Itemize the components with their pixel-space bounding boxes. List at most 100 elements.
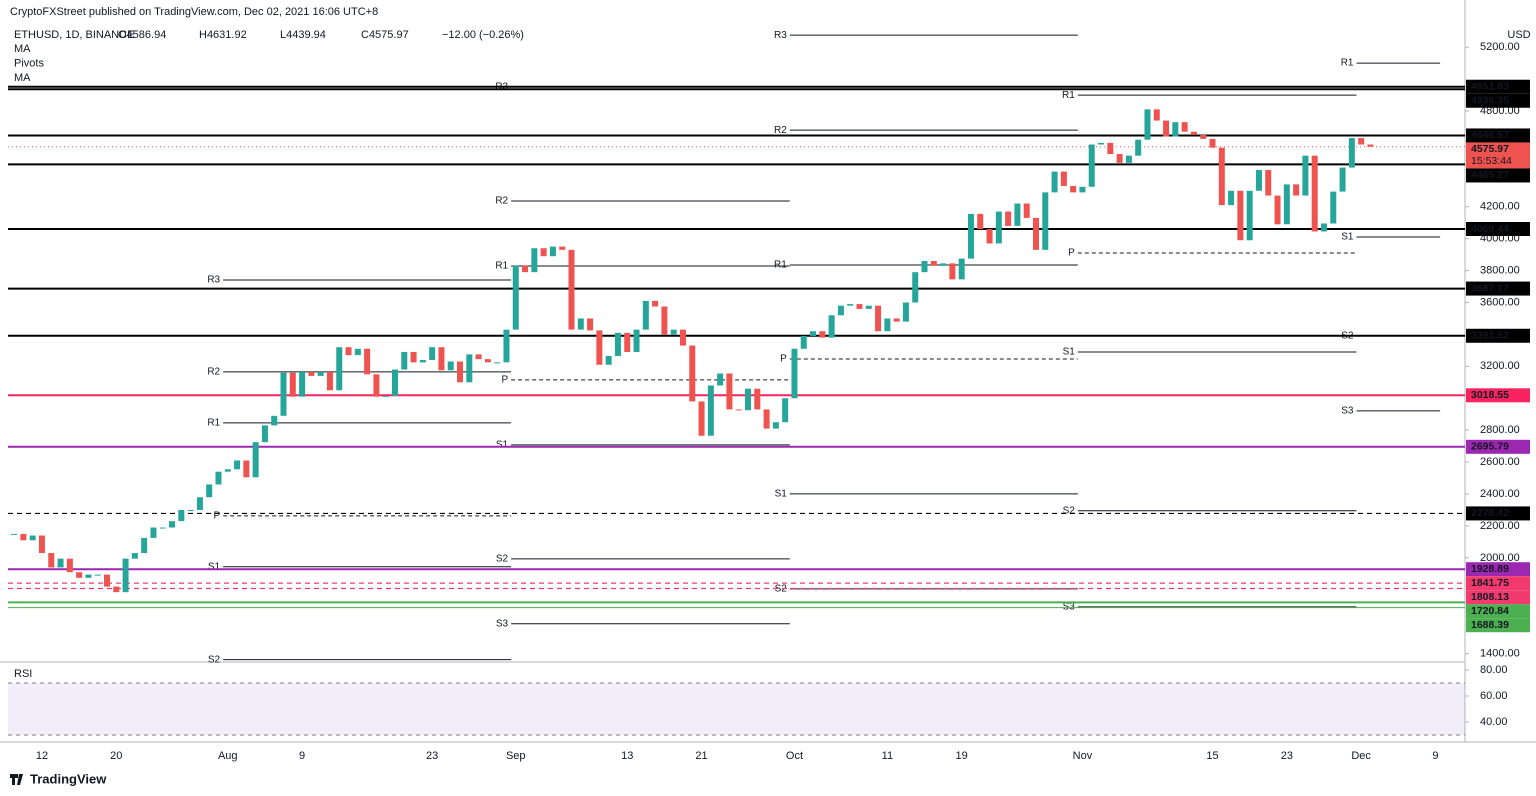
candle bbox=[884, 318, 891, 332]
x-tick-label: 9 bbox=[299, 750, 305, 762]
candle bbox=[131, 553, 138, 559]
x-tick-label: 23 bbox=[426, 750, 438, 762]
candle bbox=[243, 460, 250, 478]
candle bbox=[1200, 134, 1207, 139]
candle bbox=[429, 347, 436, 360]
change: −12.00 (−0.26%) bbox=[442, 29, 524, 41]
pivot-label: R3 bbox=[207, 275, 220, 286]
candle bbox=[1190, 131, 1197, 135]
candle bbox=[1209, 138, 1216, 148]
pivot-label: R1 bbox=[774, 260, 787, 271]
candle bbox=[224, 469, 231, 472]
pivot-label: S3 bbox=[1063, 601, 1076, 612]
candle bbox=[986, 229, 993, 244]
candle bbox=[1237, 190, 1244, 241]
candle bbox=[503, 329, 510, 363]
pivot-label: S2 bbox=[496, 553, 509, 564]
price-label: 4465.27 bbox=[1471, 169, 1509, 181]
price-label-bg bbox=[1466, 604, 1530, 619]
pivot-label: S2 bbox=[1063, 505, 1076, 516]
ohlc-value: L4439.94 bbox=[280, 29, 326, 41]
candle bbox=[875, 305, 882, 332]
candle bbox=[958, 258, 965, 280]
candle bbox=[20, 533, 27, 541]
candle bbox=[1283, 184, 1290, 225]
candle bbox=[336, 347, 343, 391]
y-tick-label: 3200.00 bbox=[1480, 360, 1520, 372]
candle bbox=[271, 415, 278, 426]
candle bbox=[1023, 203, 1030, 218]
candle bbox=[494, 362, 501, 364]
candle bbox=[354, 348, 361, 356]
y-tick-label: 2600.00 bbox=[1480, 456, 1520, 468]
candle bbox=[782, 398, 789, 423]
candle bbox=[178, 509, 185, 522]
candle bbox=[930, 260, 937, 266]
countdown: 15:53:44 bbox=[1471, 155, 1512, 167]
candle bbox=[280, 372, 287, 416]
candle bbox=[1358, 138, 1365, 145]
candle bbox=[447, 361, 454, 371]
candle bbox=[1153, 109, 1160, 121]
price-label: 1841.75 bbox=[1471, 577, 1509, 589]
candle bbox=[549, 246, 556, 257]
candle bbox=[382, 395, 389, 397]
pivot-label: R3 bbox=[774, 30, 787, 41]
candle bbox=[559, 246, 566, 250]
x-tick-label: Aug bbox=[218, 750, 238, 762]
candle bbox=[1051, 171, 1058, 193]
x-tick-label: Dec bbox=[1351, 750, 1371, 762]
y-tick-label: 2800.00 bbox=[1480, 424, 1520, 436]
candle bbox=[401, 351, 408, 370]
candle bbox=[1107, 142, 1114, 155]
candle bbox=[745, 388, 752, 411]
price-label-bg bbox=[1466, 388, 1530, 403]
candle bbox=[949, 263, 956, 280]
candle bbox=[726, 373, 733, 410]
candle bbox=[484, 359, 491, 363]
candle bbox=[522, 265, 529, 273]
candle bbox=[689, 345, 696, 402]
candle bbox=[679, 329, 686, 346]
candle bbox=[670, 329, 677, 335]
candle bbox=[995, 211, 1002, 244]
candle bbox=[568, 249, 575, 330]
candle bbox=[893, 318, 900, 322]
ohlc-value: H4631.92 bbox=[199, 29, 247, 41]
symbol: ETHUSD, 1D, BINANCE bbox=[14, 29, 134, 41]
candle bbox=[624, 332, 631, 352]
price-label: 1688.39 bbox=[1471, 619, 1509, 631]
candle bbox=[967, 213, 974, 259]
y-tick-label: 5200.00 bbox=[1480, 41, 1520, 53]
candle bbox=[912, 272, 919, 303]
candle bbox=[605, 355, 612, 365]
candle bbox=[345, 347, 352, 356]
x-tick-label: 12 bbox=[36, 750, 48, 762]
candle bbox=[1098, 142, 1105, 145]
ohlc-value: C4575.97 bbox=[361, 29, 409, 41]
candle bbox=[391, 369, 398, 396]
candle bbox=[85, 574, 92, 578]
candle bbox=[1144, 109, 1151, 140]
candle bbox=[466, 354, 473, 383]
candle bbox=[531, 248, 538, 273]
candle bbox=[373, 374, 380, 397]
candle bbox=[1005, 211, 1012, 226]
candle bbox=[438, 347, 445, 371]
currency: USD bbox=[1507, 29, 1530, 41]
pivot-label: R2 bbox=[495, 196, 508, 207]
candle bbox=[475, 354, 482, 360]
candle bbox=[837, 305, 844, 316]
candle bbox=[940, 263, 947, 266]
candle bbox=[76, 572, 83, 578]
y-tick-label: 3600.00 bbox=[1480, 296, 1520, 308]
price-label: 4936.35 bbox=[1471, 95, 1509, 107]
pivot-label: R2 bbox=[207, 367, 220, 378]
candle bbox=[1135, 139, 1142, 156]
candle bbox=[234, 460, 241, 470]
candle bbox=[1079, 186, 1086, 193]
candle bbox=[187, 509, 194, 511]
candle bbox=[150, 527, 157, 538]
candle bbox=[540, 248, 547, 257]
